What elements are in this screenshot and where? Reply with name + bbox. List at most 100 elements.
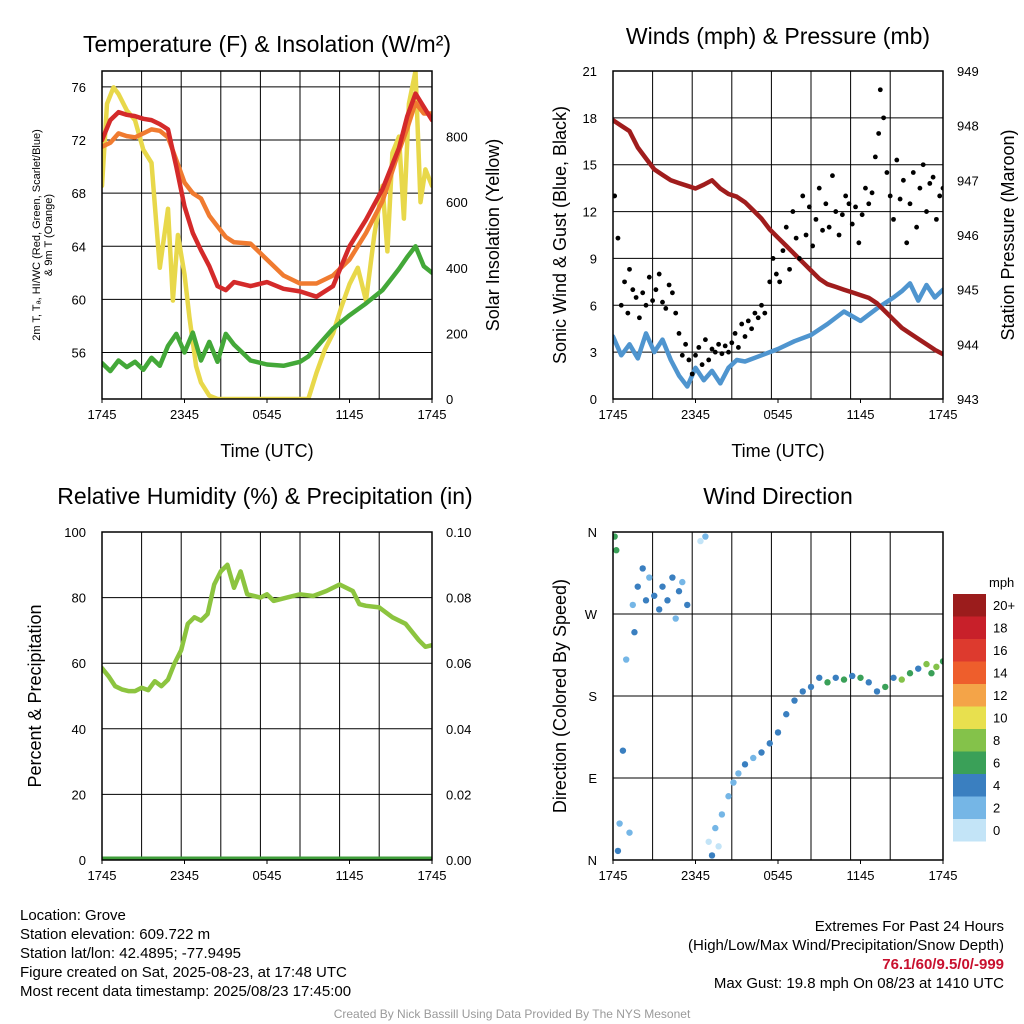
gust-point: [823, 201, 829, 207]
gust-point: [853, 204, 858, 210]
mesonet-figure: Temperature (F) & Insolation (W/m²) 1745 2…: [25, 23, 1018, 883]
direction-point: [646, 574, 653, 581]
gust-point: [866, 201, 872, 207]
gust-point: [630, 287, 636, 293]
gust-point: [872, 154, 878, 160]
gust-point: [739, 321, 745, 327]
gust-point: [689, 371, 695, 377]
gust-point: [762, 310, 768, 316]
colorbar-label: 6: [993, 756, 1000, 771]
colorbar-swatch: [953, 751, 986, 774]
direction-point: [651, 592, 658, 599]
x-tick-label: 1145: [336, 407, 364, 422]
x-tick-label: 2345: [170, 868, 199, 883]
y-tick-label: 9: [590, 251, 597, 266]
colorbar-label: 4: [993, 778, 1000, 793]
y2-tick-label: 0.10: [446, 525, 471, 540]
y-tick-label: N: [588, 853, 597, 868]
gust-point: [787, 266, 792, 272]
gust-point: [755, 315, 761, 321]
direction-point: [702, 533, 709, 540]
gust-point: [726, 349, 731, 355]
colorbar-swatch: [953, 616, 986, 639]
direction-point: [873, 688, 881, 695]
wind-series: [613, 87, 943, 389]
y2-tick-label: 0: [446, 392, 453, 407]
colorbar-label: 14: [993, 666, 1007, 681]
y2-tick-label: 948: [957, 119, 979, 134]
gust-point: [820, 227, 825, 233]
y-tick-label: 100: [64, 525, 86, 540]
wind-panel: Winds (mph) & Pressure (mb) 1745 2345 0545 1…: [550, 23, 1018, 461]
gust-point: [859, 212, 865, 218]
temp-y2label: Solar Insolation (Yellow): [483, 139, 503, 331]
direction-point: [712, 824, 719, 832]
colorbar-swatch: [953, 684, 986, 707]
gust-point: [673, 310, 679, 316]
colorbar-label: 12: [993, 688, 1007, 703]
temp-series-line-3: [102, 91, 432, 299]
temp-xlabel: Time (UTC): [220, 441, 313, 461]
gust-point: [670, 290, 675, 296]
direction-point: [799, 688, 806, 695]
y2-tick-label: 200: [446, 326, 468, 341]
gust-point: [830, 173, 835, 179]
gust-point: [836, 232, 842, 238]
gust-point: [810, 243, 816, 249]
y-tick-label: W: [585, 607, 598, 622]
gust-point: [683, 341, 688, 347]
y-tick-label: 68: [72, 186, 86, 201]
gust-point: [907, 201, 913, 207]
gust-point: [663, 306, 669, 311]
x-tick-label: 1745: [88, 407, 117, 422]
gust-point: [732, 331, 738, 336]
rh-series-line-0: [102, 562, 432, 694]
direction-point: [672, 615, 679, 622]
x-tick-label: 2345: [170, 407, 199, 422]
temp-series-line-2: [102, 100, 432, 286]
gust-point: [676, 331, 682, 336]
y2-tick-label: 400: [446, 261, 468, 276]
gust-point: [709, 346, 715, 352]
gust-point: [699, 362, 705, 368]
rh-frame: [101, 531, 433, 861]
gust-point: [797, 256, 802, 261]
gust-point: [679, 352, 685, 358]
rh-title: Relative Humidity (%) & Precipitation (i…: [57, 483, 472, 509]
direction-point: [725, 793, 732, 800]
wind-xlabel: Time (UTC): [731, 441, 824, 461]
direction-point: [664, 597, 671, 604]
x-tick-label: 1145: [336, 868, 364, 883]
y2-tick-label: 800: [446, 130, 468, 145]
x-tick-label: 1745: [418, 868, 447, 883]
direction-point: [613, 533, 618, 540]
y2-tick-label: 0.08: [446, 591, 471, 606]
gust-point: [719, 351, 725, 357]
direction-point: [824, 679, 831, 686]
direction-point: [697, 537, 704, 545]
gust-point: [793, 235, 799, 241]
gust-point: [722, 343, 728, 349]
colorbar-label: 0: [993, 823, 1000, 838]
colorbar-swatch: [953, 774, 986, 797]
gust-point: [618, 302, 624, 308]
gust-point: [833, 209, 839, 214]
direction-point: [718, 811, 726, 818]
extremes-info: Extremes For Past 24 Hours (High/Low/Max…: [688, 917, 1004, 993]
direction-point: [849, 672, 856, 680]
wind-series-line-1: [613, 117, 943, 357]
gust-point: [653, 287, 659, 293]
station-latlon: Station lat/lon: 42.4895; -77.9495: [20, 945, 242, 962]
y-tick-label: 72: [72, 133, 86, 148]
y-tick-label: 20: [72, 787, 86, 802]
gust-point: [917, 185, 923, 191]
y2-tick-label: 945: [957, 283, 979, 298]
gust-point: [816, 185, 822, 191]
gust-point: [881, 115, 886, 121]
direction-point: [840, 676, 848, 683]
max-gust: Max Gust: 19.8 mph On 08/23 at 1410 UTC: [713, 975, 1004, 992]
data-timestamp: Most recent data timestamp: 2025/08/23 1…: [20, 983, 352, 1000]
gust-point: [646, 274, 652, 280]
direction-point: [741, 761, 749, 768]
rh-ylabel: Percent & Precipitation: [25, 604, 45, 787]
